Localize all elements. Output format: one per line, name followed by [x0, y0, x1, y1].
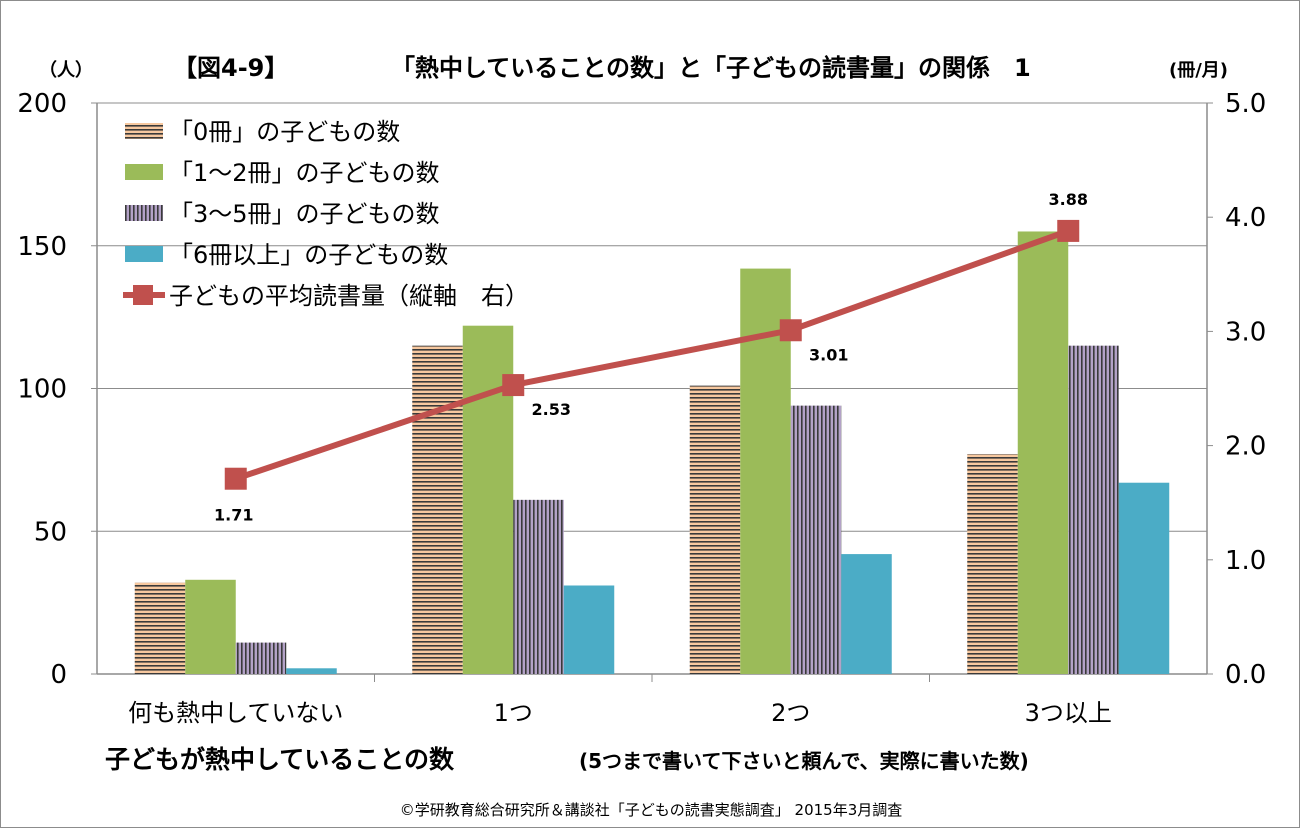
legend-line-marker — [133, 285, 153, 305]
left-tick-label: 0 — [50, 660, 67, 690]
left-axis-unit: （人） — [39, 60, 93, 81]
x-axis-note: (5つまで書いて下さいと頼んで、実際に書いた数) — [579, 749, 1029, 773]
right-tick-label: 2.0 — [1225, 432, 1266, 462]
line-marker — [779, 319, 802, 342]
right-tick-labels: 0.0 1.0 2.0 3.0 4.0 5.0 — [1225, 89, 1266, 690]
data-label: 1.71 — [214, 506, 253, 525]
legend-label: 「0冊」の子どもの数 — [169, 118, 400, 146]
left-tick-label: 150 — [17, 232, 67, 262]
legend-swatch — [125, 246, 163, 262]
line-marker — [1057, 219, 1080, 242]
bars — [134, 231, 1170, 674]
data-label: 3.88 — [1049, 190, 1088, 209]
bar — [286, 668, 337, 674]
bar — [967, 454, 1018, 674]
x-tick-label: 何も熱中していない — [128, 699, 343, 727]
x-tick-label: 2つ — [771, 699, 810, 727]
right-tick-label: 0.0 — [1225, 660, 1266, 690]
chart-title: 「熱中していることの数」と「子どもの読書量」の関係 1 — [391, 54, 1031, 82]
legend-label: 「3～5冊」の子どもの数 — [169, 200, 440, 228]
left-tick-label: 200 — [17, 89, 67, 119]
bar — [1017, 231, 1069, 674]
left-tick-label: 100 — [17, 375, 67, 405]
line-marker — [502, 374, 525, 397]
bar — [1118, 482, 1170, 674]
data-label: 3.01 — [809, 345, 848, 364]
bar — [563, 585, 615, 674]
figure-number: 【図4-9】 — [173, 54, 288, 82]
source-credit: ©学研教育総合研究所＆講談社「子どもの読書実態調査」 2015年3月調査 — [400, 801, 903, 819]
right-axis-unit: (冊/月) — [1169, 60, 1228, 81]
legend-swatch — [125, 123, 163, 139]
x-tick-label: 3つ以上 — [1025, 699, 1112, 727]
legend-swatch — [125, 205, 163, 221]
bar — [134, 582, 186, 674]
x-tick-labels: 何も熱中していない 1つ 2つ 3つ以上 — [128, 699, 1112, 727]
right-tick-label: 4.0 — [1225, 203, 1266, 233]
right-tick-label: 1.0 — [1225, 546, 1266, 576]
legend-label: 「1～2冊」の子どもの数 — [169, 159, 440, 187]
legend: 「0冊」の子どもの数「1～2冊」の子どもの数「3～5冊」の子どもの数「6冊以上」… — [123, 118, 529, 310]
legend-swatch — [125, 164, 163, 180]
left-tick-label: 50 — [34, 517, 67, 547]
legend-label: 「6冊以上」の子どもの数 — [169, 241, 448, 269]
bar — [790, 405, 842, 674]
bar — [841, 554, 892, 674]
data-label: 2.53 — [532, 400, 571, 419]
average-line-series: 1.71 2.53 3.01 3.88 — [214, 190, 1088, 525]
bar — [235, 642, 287, 674]
bar — [689, 385, 741, 674]
average-line — [234, 228, 1070, 482]
bar — [513, 499, 564, 674]
right-tick-label: 5.0 — [1225, 89, 1266, 119]
bar — [185, 579, 236, 674]
bar — [1068, 345, 1119, 674]
left-tick-labels: 0 50 100 150 200 — [17, 89, 67, 690]
x-tick-label: 1つ — [494, 699, 533, 727]
line-marker — [224, 467, 247, 490]
right-tick-label: 3.0 — [1225, 317, 1266, 347]
bar — [412, 345, 463, 674]
legend-label: 子どもの平均読書量（縦軸 右） — [169, 282, 529, 310]
x-axis-title: 子どもが熱中していることの数 — [105, 745, 455, 774]
